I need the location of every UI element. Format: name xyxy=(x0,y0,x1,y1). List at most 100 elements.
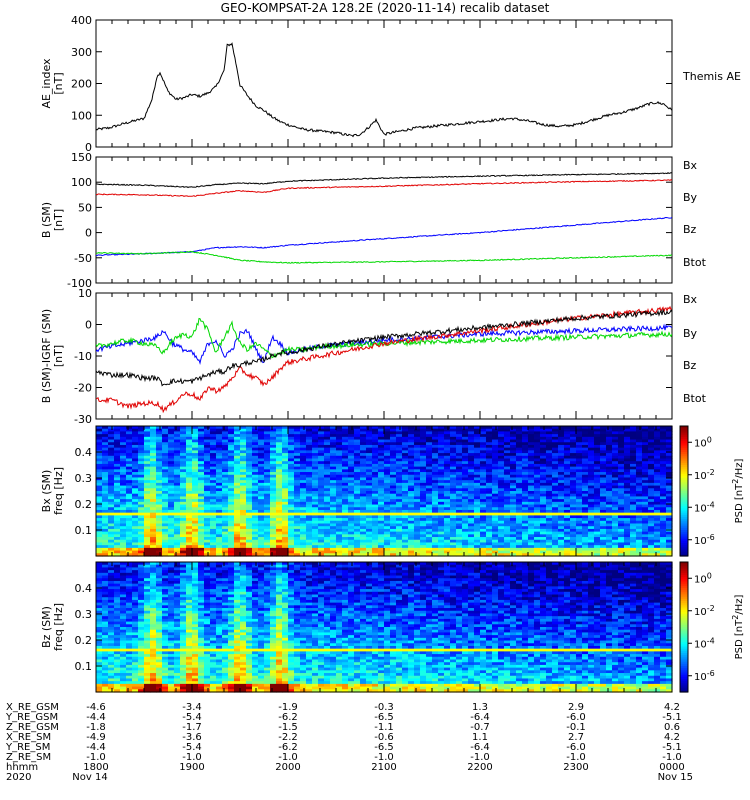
heatmap-cell xyxy=(294,450,301,454)
heatmap-cell xyxy=(480,542,487,546)
heatmap-cell xyxy=(144,444,151,449)
y-axis-label: B (SM) xyxy=(40,202,53,238)
heatmap-cell xyxy=(288,444,295,449)
heatmap-cell xyxy=(282,472,289,476)
heatmap-cell xyxy=(522,553,529,557)
heatmap-cell xyxy=(132,472,139,476)
heatmap-cell xyxy=(126,436,133,441)
legend-btot: Btot xyxy=(683,392,707,405)
heatmap-cell xyxy=(420,515,427,519)
heatmap-cell xyxy=(588,526,595,530)
heatmap-cell xyxy=(168,528,175,533)
heatmap-cell xyxy=(360,480,367,484)
heatmap-cell xyxy=(426,542,433,546)
heatmap-cell xyxy=(324,431,331,435)
heatmap-cell xyxy=(318,480,325,484)
heatmap-cell xyxy=(300,455,307,460)
heatmap-cell xyxy=(288,455,295,460)
heatmap-cell xyxy=(132,523,139,527)
heatmap-cell xyxy=(516,553,523,557)
heatmap-cell xyxy=(408,523,415,527)
heatmap-cell xyxy=(444,428,451,433)
heatmap-cell xyxy=(258,491,265,495)
heatmap-cell xyxy=(318,431,325,435)
heatmap-cell xyxy=(234,444,241,449)
heatmap-cell xyxy=(108,496,115,500)
heatmap-cell xyxy=(240,537,247,541)
heatmap-cell xyxy=(348,472,355,476)
heatmap-cell xyxy=(96,461,103,465)
heatmap-cell xyxy=(156,469,163,473)
heatmap-cell xyxy=(144,537,151,541)
heatmap-cell xyxy=(576,542,583,546)
heatmap-cell xyxy=(540,520,547,525)
heatmap-cell xyxy=(300,526,307,530)
heatmap-cell xyxy=(432,539,439,544)
heatmap-cell xyxy=(570,480,577,484)
heatmap-cell xyxy=(414,466,421,470)
heatmap-cell xyxy=(306,539,313,544)
heatmap-cell xyxy=(192,515,199,519)
heatmap-cell xyxy=(204,455,211,460)
heatmap-cell xyxy=(600,534,607,538)
heatmap-cell xyxy=(540,480,547,484)
heatmap-cell xyxy=(234,474,241,479)
heatmap-cell xyxy=(240,507,247,511)
heatmap-cell xyxy=(186,518,193,522)
heatmap-cell xyxy=(654,472,661,476)
heatmap-cell xyxy=(396,463,403,468)
heatmap-cell xyxy=(582,442,589,446)
heatmap-cell xyxy=(384,504,391,508)
heatmap-cell xyxy=(366,463,373,468)
heatmap-cell xyxy=(252,518,259,522)
heatmap-cell xyxy=(126,472,133,476)
heatmap-cell xyxy=(618,493,625,498)
heatmap-cell xyxy=(312,488,319,492)
heatmap-cell xyxy=(396,442,403,446)
heatmap-cell xyxy=(540,542,547,546)
heatmap-cell xyxy=(168,450,175,454)
heatmap-cell xyxy=(480,545,487,549)
heatmap-cell xyxy=(330,426,337,430)
heatmap-cell xyxy=(552,488,559,492)
heatmap-cell xyxy=(504,504,511,508)
heatmap-cell xyxy=(282,466,289,470)
heatmap-cell xyxy=(264,485,271,489)
heatmap-cell xyxy=(654,428,661,433)
heatmap-cell xyxy=(450,504,457,508)
heatmap-cell xyxy=(294,539,301,544)
heatmap-cell xyxy=(426,547,433,552)
heatmap-cell xyxy=(504,491,511,495)
heatmap-cell xyxy=(222,485,229,489)
heatmap-cell xyxy=(612,553,619,557)
heatmap-cell xyxy=(534,523,541,527)
heatmap-cell xyxy=(546,444,553,449)
heatmap-cell xyxy=(660,455,667,460)
y-tick-label: 200 xyxy=(71,78,92,91)
heatmap-cell xyxy=(540,534,547,538)
heatmap-cell xyxy=(582,466,589,470)
heatmap-cell xyxy=(426,482,433,487)
heatmap-cell xyxy=(630,431,637,435)
heatmap-cell xyxy=(636,496,643,500)
heatmap-cell xyxy=(228,509,235,514)
heatmap-cell xyxy=(216,455,223,460)
heatmap-cell xyxy=(324,482,331,487)
heatmap-cell xyxy=(498,466,505,470)
heatmap-cell xyxy=(456,434,463,438)
heatmap-cell xyxy=(312,439,319,443)
heatmap-cell xyxy=(648,523,655,527)
heatmap-cell xyxy=(192,537,199,541)
heatmap-cell xyxy=(558,542,565,546)
heatmap-cell xyxy=(552,539,559,544)
heatmap-cell xyxy=(366,455,373,460)
heatmap-cell xyxy=(540,526,547,530)
heatmap-cell xyxy=(132,504,139,508)
heatmap-cell xyxy=(474,472,481,476)
heatmap-cell xyxy=(546,496,553,500)
heatmap-cell xyxy=(318,474,325,479)
heatmap-cell xyxy=(648,466,655,470)
heatmap-cell xyxy=(210,488,217,492)
heatmap-cell xyxy=(426,474,433,479)
heatmap-cell xyxy=(234,477,241,481)
